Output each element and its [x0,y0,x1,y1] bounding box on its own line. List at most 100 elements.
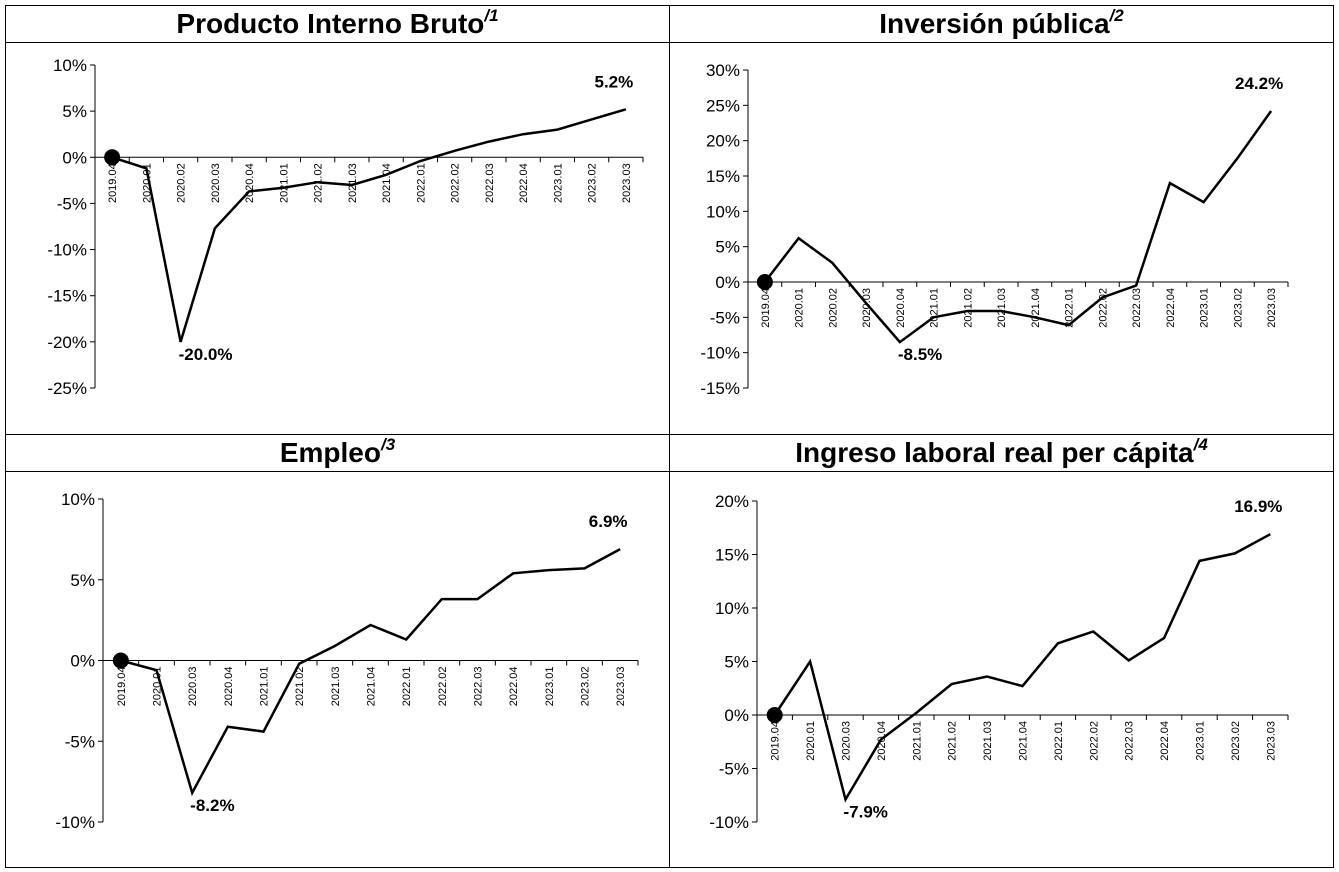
series-line [763,110,1273,344]
y-tick-label: 10% [61,490,95,509]
series-line [773,533,1271,803]
y-tick-label: 25% [706,96,740,115]
x-tick-label: 2023.02 [580,667,592,707]
x-tick-label: 2021.02 [294,667,306,707]
chart-title-text: Empleo [279,437,381,468]
y-tick-label: -10% [709,813,749,832]
x-tick-label: 2020.03 [841,721,853,761]
x-tick-label: 2022.03 [1131,288,1143,328]
x-tick-label: 2020.03 [210,163,222,203]
y-tick-label: -15% [700,379,740,398]
x-tick-label: 2022.04 [1159,721,1171,761]
y-tick-label: -5% [719,760,749,779]
y-tick-label: -10% [700,344,740,363]
y-tick-label: 5% [62,102,87,121]
chart-title-text: Producto Interno Bruto [176,8,485,39]
x-tick-label: 2019.04 [116,667,128,707]
y-tick-label: -10% [55,813,95,832]
chart-title-footnote: /4 [1193,435,1208,454]
x-tick-label: 2020.03 [187,667,199,707]
x-tick-label: 2023.03 [615,667,627,707]
y-tick-label: 5% [70,571,95,590]
x-tick-label: 2023.01 [1195,721,1207,761]
y-tick-label: 20% [706,132,740,151]
x-tick-label: 2020.01 [794,288,806,328]
x-tick-label: 2020.02 [176,163,188,203]
x-tick-label: 2019.04 [770,721,782,761]
data-label: 5.2% [595,72,634,91]
chart-title-footnote: /3 [380,435,396,454]
x-tick-label: 2022.01 [1064,288,1076,328]
x-tick-label: 2023.02 [587,163,599,203]
start-marker [104,149,121,166]
y-tick-label: 15% [706,167,740,186]
y-tick-label: 10% [715,599,749,618]
x-tick-label: 2023.01 [1199,288,1211,328]
y-tick-label: -25% [47,379,87,398]
y-tick-label: 5% [724,653,749,672]
y-tick-label: -5% [57,194,87,213]
x-tick-label: 2020.04 [876,721,888,761]
chart-title-footnote: /1 [484,6,499,25]
x-tick-label: 2021.01 [278,163,290,203]
x-tick-label: 2022.02 [450,163,462,203]
panel-ingreso: Ingreso laboral real per cápita/4 [670,435,1333,471]
x-tick-label: 2020.02 [827,288,839,328]
data-label: 6.9% [589,512,628,531]
chart-title-text: Ingreso laboral real per cápita [795,437,1194,468]
x-tick-label: 2022.03 [484,163,496,203]
chart-title: Producto Interno Bruto/1 [6,6,669,42]
y-tick-label: 30% [706,61,740,80]
x-tick-label: 2023.03 [1265,721,1277,761]
x-tick-label: 2023.01 [544,667,556,707]
data-label: 24.2% [1235,74,1283,93]
y-tick-label: -10% [47,241,87,260]
x-tick-label: 2021.03 [347,163,359,203]
y-tick-label: -5% [65,732,95,751]
y-tick-label: 15% [715,546,749,565]
y-tick-label: 0% [70,652,95,671]
x-tick-label: 2019.04 [107,163,119,203]
y-tick-label: 0% [715,273,740,292]
x-tick-label: 2020.01 [152,667,164,707]
x-tick-label: 2022.01 [1053,721,1065,761]
x-tick-label: 2022.04 [1165,288,1177,328]
y-tick-label: 20% [715,492,749,511]
x-tick-label: 2019.04 [760,288,772,328]
x-tick-label: 2021.04 [1018,721,1030,761]
y-tick-label: -20% [47,333,87,352]
x-tick-label: 2021.02 [947,721,959,761]
x-tick-label: 2021.02 [962,288,974,328]
chart-title-footnote: /2 [1109,6,1124,25]
data-label: -20.0% [179,345,233,364]
start-marker [112,652,129,669]
x-tick-label: 2021.03 [982,721,994,761]
x-tick-label: 2022.02 [437,667,449,707]
y-tick-label: 10% [53,56,87,75]
chart-title: Empleo/3 [6,435,669,471]
start-marker [756,274,773,290]
x-tick-label: 2022.01 [415,163,427,203]
data-label: -7.9% [844,803,888,822]
chart-title: Ingreso laboral real per cápita/4 [670,435,1333,471]
x-tick-label: 2020.01 [805,721,817,761]
x-tick-label: 2021.01 [259,667,271,707]
x-tick-label: 2021.03 [330,667,342,707]
chart-title: Inversión pública/2 [670,6,1333,42]
panel-inversion: Inversión pública/2 [670,6,1333,434]
panel-pib: Producto Interno Bruto/1 [6,6,669,434]
data-label: -8.5% [898,345,942,364]
x-tick-label: 2022.02 [1088,721,1100,761]
x-tick-label: 2023.01 [552,163,564,203]
y-tick-label: -5% [710,308,740,327]
x-tick-label: 2023.03 [1266,288,1278,328]
x-tick-label: 2022.03 [473,667,485,707]
series-line [120,548,621,797]
x-tick-label: 2020.04 [895,288,907,328]
